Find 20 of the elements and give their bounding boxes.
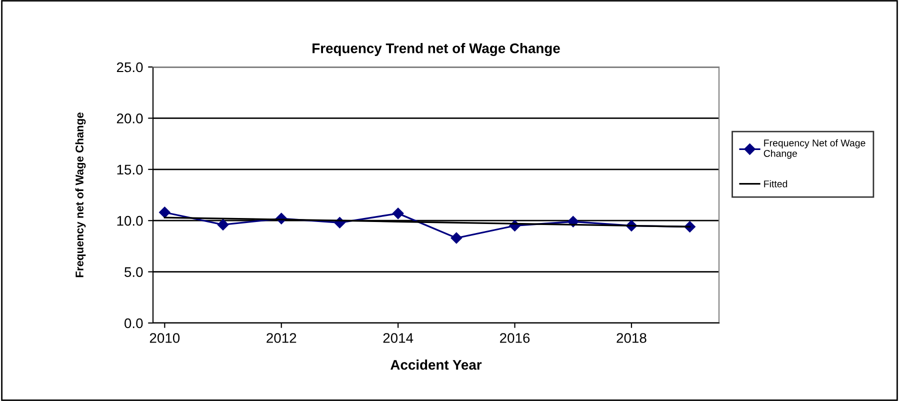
x-tick-label: 2014 <box>383 333 414 343</box>
y-tick-label: 20.0 <box>116 114 143 124</box>
legend-label: Fitted <box>764 180 788 188</box>
y-axis-title: Frequency net of Wage Change <box>75 112 86 278</box>
chart-title: Frequency Trend net of Wage Change <box>312 43 560 56</box>
y-tick-label: 10.0 <box>117 216 143 226</box>
y-tick-label: 0.0 <box>124 318 143 328</box>
point <box>217 219 229 230</box>
point <box>159 206 170 218</box>
point <box>392 208 404 220</box>
x-axis-title: Accident Year <box>390 360 482 370</box>
x-tick-label: 2012 <box>266 333 296 343</box>
x-tick-label: 2018 <box>616 333 646 343</box>
y-tick-label: 25.0 <box>116 62 143 72</box>
x-tick-label: 2010 <box>150 333 180 343</box>
legend-label: Frequency Net of Wage Change <box>764 139 866 159</box>
x-tick-label: 2016 <box>500 333 530 343</box>
y-tick-label: 15.0 <box>117 164 143 175</box>
point <box>450 232 462 244</box>
y-tick-label: 5.0 <box>124 267 143 277</box>
